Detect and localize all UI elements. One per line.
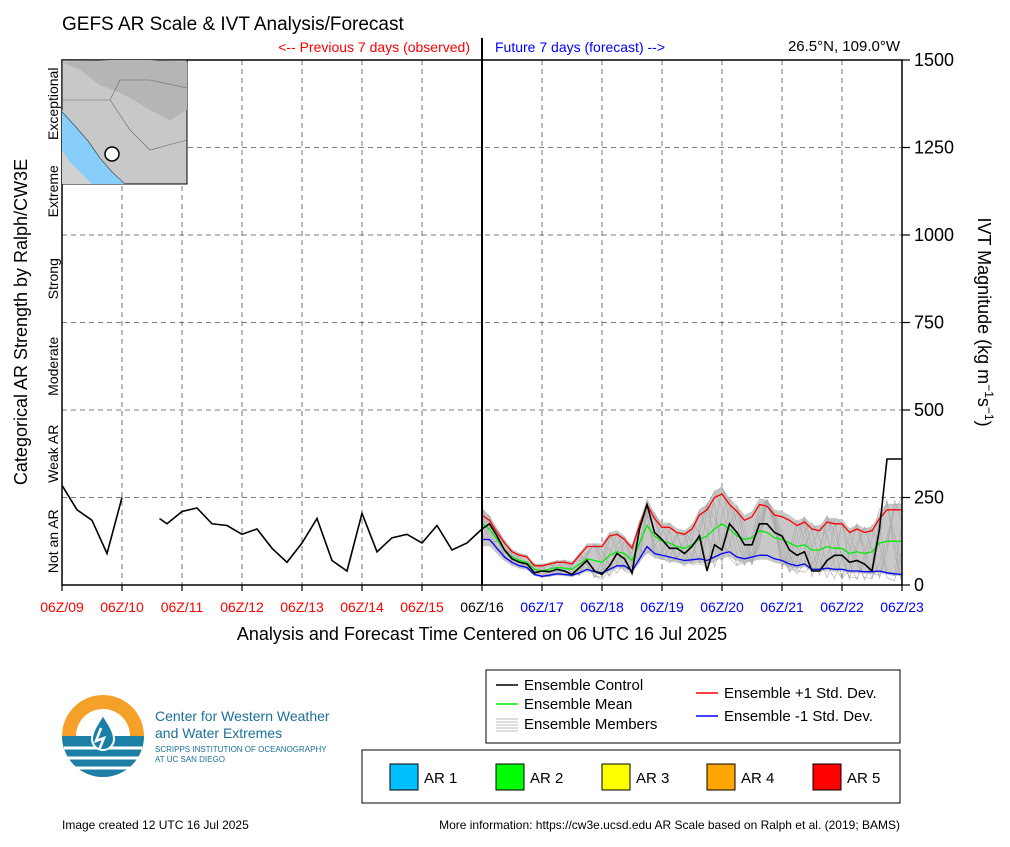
minus-std-dev-line	[482, 538, 903, 577]
logo-text-line3: SCRIPPS INSTITUTION OF OCEANOGRAPHY	[155, 745, 327, 754]
ar1-label: AR 1	[424, 770, 457, 787]
x-tick-label: 06Z/10	[100, 599, 144, 615]
legend-plus-std-label: Ensemble +1 Std. Dev.	[724, 685, 877, 702]
x-tick-label: 06Z/21	[760, 599, 804, 615]
inset-map-borders	[62, 79, 188, 151]
logo-text-line1: Center for Western Weather	[155, 708, 330, 724]
future-days-label: Future 7 days (forecast) -->	[495, 39, 665, 55]
ar-category-label: Strong	[45, 258, 61, 299]
previous-days-label: <-- Previous 7 days (observed)	[278, 39, 470, 55]
more-information-label: More information: https://cw3e.ucsd.edu …	[439, 818, 900, 832]
ensemble-mean-line	[481, 523, 902, 572]
observed-control-line	[159, 507, 483, 573]
x-tick-label: 06Z/19	[640, 599, 684, 615]
y-tick-label: 500	[914, 400, 944, 420]
y-tick-label: 1500	[914, 50, 954, 70]
x-tick-label: 06Z/14	[340, 599, 384, 615]
legend-mean-label: Ensemble Mean	[524, 696, 632, 713]
legend-control-label: Ensemble Control	[524, 677, 643, 694]
ar2-swatch	[495, 763, 525, 791]
location-inset-map	[61, 59, 188, 185]
forecast-control-line	[481, 458, 902, 576]
inset-map-coastline	[61, 111, 126, 185]
ar-category-label: Moderate	[45, 336, 61, 395]
legend-members-swatch	[496, 718, 518, 732]
logo-swirl-icon	[93, 727, 107, 751]
ensemble-member-line	[481, 500, 903, 581]
cw3e-logo: Center for Western Weather and Water Ext…	[62, 695, 330, 777]
x-axis-ticks: 06Z/09 06Z/10 06Z/11 06Z/12 06Z/13 06Z/14 06Z/…	[40, 585, 924, 615]
x-tick-label: 06Z/22	[820, 599, 864, 615]
x-tick-label: 06Z/18	[580, 599, 624, 615]
ar-category-labels: Not an AR Weak AR Moderate Strong Extreme Exc…	[45, 68, 61, 574]
x-tick-label: 06Z/20	[700, 599, 744, 615]
observed-control-line	[61, 484, 123, 556]
x-tick-label: 06Z/17	[520, 599, 564, 615]
y-tick-label: 750	[914, 313, 944, 333]
legend-minus-std-label: Ensemble -1 Std. Dev.	[724, 708, 873, 725]
plus-std-dev-line	[481, 493, 902, 567]
y-tick-label: 1000	[914, 225, 954, 245]
ar-category-label: Not an AR	[45, 509, 61, 573]
ar5-swatch	[812, 763, 842, 791]
location-label: 26.5°N, 109.0°W	[788, 38, 901, 55]
ar4-label: AR 4	[741, 770, 774, 787]
image-created-label: Image created 12 UTC 16 Jul 2025	[62, 818, 249, 832]
x-axis-label: Analysis and Forecast Time Centered on 0…	[237, 624, 727, 644]
right-y-axis-label: IVT Magnitude (kg m−1s−1)	[974, 217, 996, 426]
x-tick-label: 06Z/13	[280, 599, 324, 615]
left-y-axis-label: Categorical AR Strength by Ralph/CW3E	[11, 159, 31, 485]
inset-map-ocean	[62, 110, 125, 184]
ensemble-member-line	[481, 500, 903, 580]
line-legend: Ensemble Control Ensemble Mean Ensemble …	[485, 669, 901, 744]
ensemble-member-line	[481, 487, 903, 580]
location-marker	[104, 146, 120, 162]
y-tick-label: 1250	[914, 138, 954, 158]
ar-category-label: Weak AR	[45, 425, 61, 483]
legend-members-label: Ensemble Members	[524, 716, 657, 733]
y-tick-label: 250	[914, 488, 944, 508]
x-tick-label: 06Z/12	[220, 599, 264, 615]
ar3-swatch	[601, 763, 631, 791]
logo-text-line2: and Water Extremes	[155, 725, 282, 741]
x-tick-label: 06Z/11	[161, 599, 204, 615]
ar5-label: AR 5	[847, 770, 880, 787]
grid-lines	[62, 60, 902, 585]
ar1-swatch	[389, 763, 419, 791]
line-legend-box	[485, 669, 901, 744]
x-tick-label: 06Z/09	[40, 599, 84, 615]
right-y-axis-ticks: 0 250 500 750 1000 1250 1500	[902, 50, 954, 595]
logo-text-line4: AT UC SAN DIEGO	[155, 755, 225, 764]
ar4-swatch	[706, 763, 736, 791]
inset-map-terrain	[62, 60, 187, 120]
ar3-label: AR 3	[636, 770, 669, 787]
ensemble-members-band	[481, 485, 903, 584]
x-tick-label: 06Z/16	[460, 599, 504, 615]
ar-category-label: Exceptional	[45, 68, 61, 140]
y-tick-label: 0	[914, 575, 924, 595]
chart-title: GEFS AR Scale & IVT Analysis/Forecast	[62, 14, 404, 35]
series-lines	[61, 458, 903, 577]
ar-scale-legend: AR 1 AR 2 AR 3 AR 4 AR 5	[361, 749, 901, 804]
inset-map-peninsula	[62, 150, 92, 184]
ar2-label: AR 2	[530, 770, 563, 787]
ar-category-label: Extreme	[45, 165, 61, 217]
x-tick-label: 06Z/23	[880, 599, 924, 615]
ar-legend-box	[361, 749, 901, 804]
x-tick-label: 06Z/15	[400, 599, 444, 615]
